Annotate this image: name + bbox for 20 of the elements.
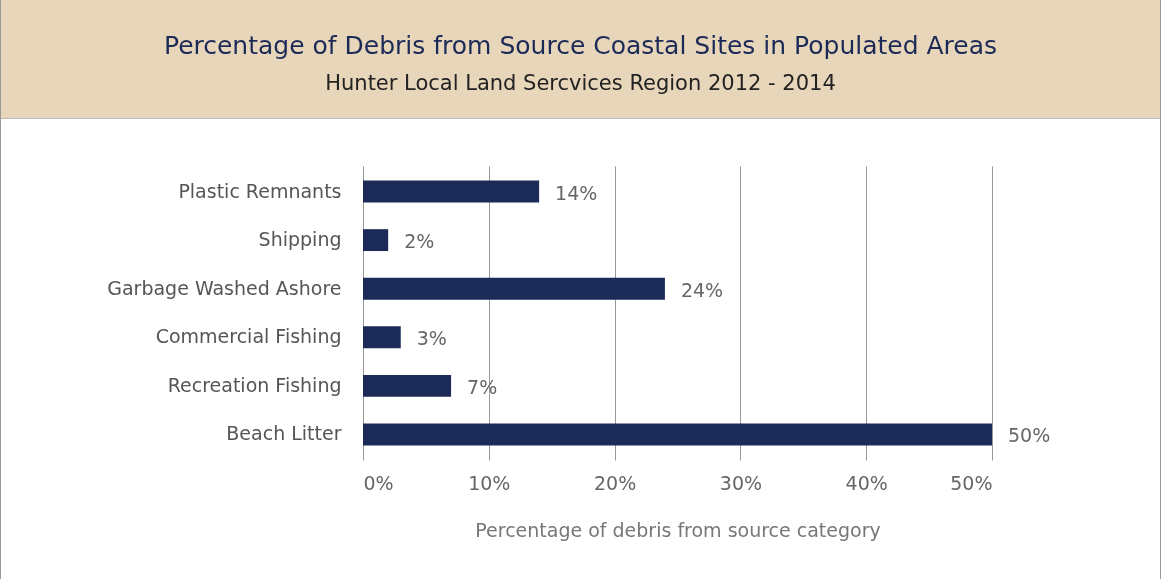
- y-tick-label: Recreation Fishing: [167, 373, 342, 396]
- chart-title: Percentage of Debris from Source Coastal Sites in Populated Areas: [162, 30, 999, 62]
- chart-subtitle: Hunter Local Land Sercvices Region 2012 - 2014: [324, 70, 837, 97]
- x-tick-label: 30%: [719, 471, 763, 494]
- data-label: 24%: [680, 278, 724, 301]
- y-tick-label: Garbage Washed Ashore: [107, 276, 342, 299]
- y-tick-label: Beach Litter: [226, 422, 342, 445]
- data-label: 3%: [416, 327, 447, 350]
- data-label: 14%: [555, 181, 598, 204]
- x-tick-label: 10%: [468, 471, 511, 494]
- x-axis-title: Percentage of debris from source category: [475, 518, 881, 541]
- x-tick-label: 0%: [363, 471, 394, 494]
- x-tick-label: 20%: [593, 471, 637, 494]
- y-tick-label: Plastic Remnants: [178, 179, 342, 202]
- data-label: 50%: [1008, 424, 1051, 447]
- data-label: 2%: [404, 230, 435, 253]
- x-tick-label: 40%: [845, 471, 888, 494]
- y-tick-label: Commercial Fishing: [155, 325, 342, 348]
- x-tick-label: 50%: [950, 471, 993, 494]
- y-tick-label: Shipping: [258, 228, 342, 251]
